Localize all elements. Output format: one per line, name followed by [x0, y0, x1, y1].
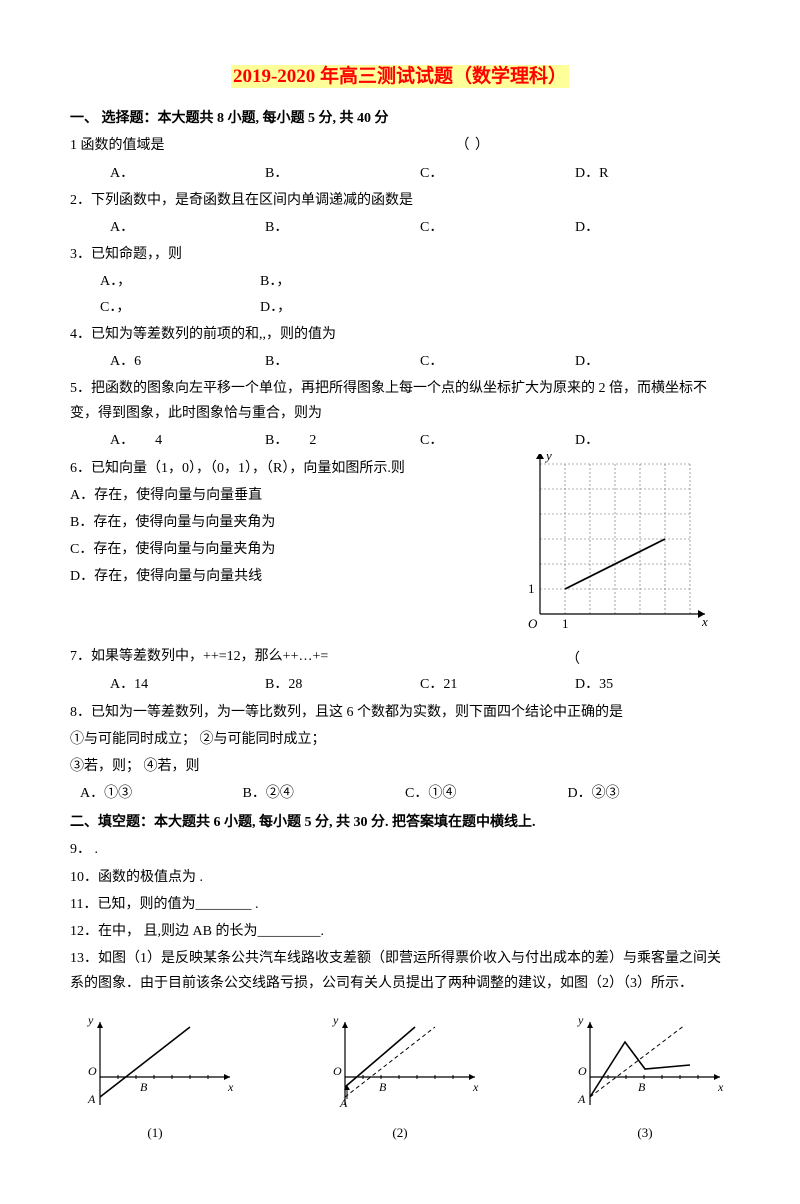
q8-optD: D．②③	[568, 781, 731, 806]
q3-optC: C．，	[100, 295, 260, 320]
svg-text:y: y	[577, 1013, 584, 1027]
q8-optC: C．①④	[405, 781, 568, 806]
q9: 9． .	[70, 837, 730, 862]
q6-block: 6．已知向量（1，0），（0，1），（R），向量如图所示.则 A．存在，使得向量…	[70, 454, 730, 672]
q11: 11．已知，则的值为________ .	[70, 892, 730, 917]
page-title: 2019-2020 年高三测试试题（数学理科）	[70, 60, 730, 94]
q5-options: A． 4 B． 2 C． D．	[70, 428, 730, 453]
q7-options: A．14 B．28 C．21 D．35	[70, 672, 730, 697]
svg-text:x: x	[701, 614, 708, 629]
svg-text:1: 1	[562, 616, 569, 631]
q1-options: A． B． C． D．R	[70, 161, 730, 186]
q5-optA: A． 4	[110, 428, 265, 453]
svg-text:O: O	[333, 1064, 342, 1078]
q8-line1: ①与可能同时成立； ②与可能同时成立；	[70, 727, 730, 752]
q2-optB: B．	[265, 215, 420, 240]
q3-options: A．，B．， C．，D．，	[70, 269, 730, 319]
svg-text:O: O	[88, 1064, 97, 1078]
q3-optD: D．，	[260, 295, 730, 320]
chart3-caption: (3)	[560, 1121, 730, 1144]
section1-heading: 一、 选择题：本大题共 8 小题, 每小题 5 分, 共 40 分	[70, 106, 730, 131]
q7-text: 7．如果等差数列中，++=12，那么++…+=	[70, 649, 328, 664]
q1-optA: A．	[110, 161, 265, 186]
svg-text:x: x	[717, 1080, 724, 1094]
svg-text:x: x	[472, 1080, 479, 1094]
q1-optC: C．	[420, 161, 575, 186]
q8-text: 8．已知为一等差数列，为一等比数列，且这 6 个数都为实数，则下面四个结论中正确…	[70, 700, 730, 725]
q5-optB: B． 2	[265, 428, 420, 453]
q5-text: 5．把函数的图象向左平移一个单位，再把所得图象上每一个点的纵坐标扩大为原来的 2…	[70, 376, 730, 426]
q6-optD: D．存在，使得向量与向量共线	[70, 564, 510, 589]
q3-optA: A．，	[100, 269, 260, 294]
q2-optC: C．	[420, 215, 575, 240]
q1-paren: （ ）	[456, 133, 491, 158]
q1-optD: D．R	[575, 161, 730, 186]
q8-optA: A．①③	[80, 781, 243, 806]
svg-text:A: A	[87, 1092, 96, 1106]
chart-3: y x OA B (3)	[560, 1007, 730, 1144]
svg-text:B: B	[638, 1080, 646, 1094]
q7: 7．如果等差数列中，++=12，那么++…+=	[70, 644, 510, 669]
svg-text:A: A	[577, 1092, 586, 1106]
q6-graph: O 1 1 x y	[510, 454, 720, 634]
q1-optB: B．	[265, 161, 420, 186]
q4-text: 4．已知为等差数列的前项的和,,，则的值为	[70, 322, 730, 347]
q1: 1 函数的值域是 （ ）	[70, 133, 730, 158]
chart-1: y x OA B (1)	[70, 1007, 240, 1144]
q6-text: 6．已知向量（1，0），（0，1），（R），向量如图所示.则	[70, 456, 510, 481]
chart-2: yxOAB (2)	[315, 1007, 485, 1144]
q4-optB: B．	[265, 349, 420, 374]
svg-text:B: B	[379, 1080, 387, 1094]
q13-charts: yxOAB (1) yxOAB (2) yxOAB (3)	[70, 1007, 730, 1144]
svg-text:1: 1	[528, 581, 535, 596]
chart1-caption: (1)	[70, 1121, 240, 1144]
svg-text:y: y	[544, 454, 552, 463]
q2-options: A． B． C． D．	[70, 215, 730, 240]
q7-optA: A．14	[110, 672, 265, 697]
q6-optB: B．存在，使得向量与向量夹角为	[70, 510, 510, 535]
q4-optC: C．	[420, 349, 575, 374]
q8-line2: ③若，则； ④若，则	[70, 754, 730, 779]
svg-text:B: B	[140, 1080, 148, 1094]
svg-text:x: x	[227, 1080, 234, 1094]
title-highlight: 2019-2020 年高三测试试题（数学理科）	[231, 65, 569, 88]
q7-optD: D．35	[575, 672, 730, 697]
q4-options: A．6 B． C． D．	[70, 349, 730, 374]
svg-text:O: O	[528, 616, 538, 631]
q2-text: 2．下列函数中，是奇函数且在区间内单调递减的函数是	[70, 188, 730, 213]
svg-text:y: y	[87, 1013, 94, 1027]
chart2-caption: (2)	[315, 1121, 485, 1144]
q7-optC: C．21	[420, 672, 575, 697]
q2-optD: D．	[575, 215, 730, 240]
q5-optD: D．	[575, 428, 730, 453]
q4-optA: A．6	[110, 349, 265, 374]
q6-optC: C．存在，使得向量与向量夹角为	[70, 537, 510, 562]
section2-heading: 二、填空题：本大题共 6 小题, 每小题 5 分, 共 30 分. 把答案填在题…	[70, 810, 730, 835]
q4-optD: D．	[575, 349, 730, 374]
q3-text: 3．已知命题，，则	[70, 242, 730, 267]
q8-options: A．①③ B．②④ C．①④ D．②③	[70, 781, 730, 806]
q12: 12．在中， 且,则边 AB 的长为_________.	[70, 919, 730, 944]
q10: 10．函数的极值点为 .	[70, 865, 730, 890]
q8-optB: B．②④	[243, 781, 406, 806]
q7-optB: B．28	[265, 672, 420, 697]
q1-text: 1 函数的值域是	[70, 138, 165, 153]
q5-optC: C．	[420, 428, 575, 453]
q6-optA: A．存在，使得向量与向量垂直	[70, 483, 510, 508]
q3-optB: B．，	[260, 269, 730, 294]
q13: 13．如图（1）是反映某条公共汽车线路收支差额（即营运所得票价收入与付出成本的差…	[70, 946, 730, 996]
svg-text:y: y	[332, 1013, 339, 1027]
q2-optA: A．	[110, 215, 265, 240]
svg-text:O: O	[578, 1064, 587, 1078]
